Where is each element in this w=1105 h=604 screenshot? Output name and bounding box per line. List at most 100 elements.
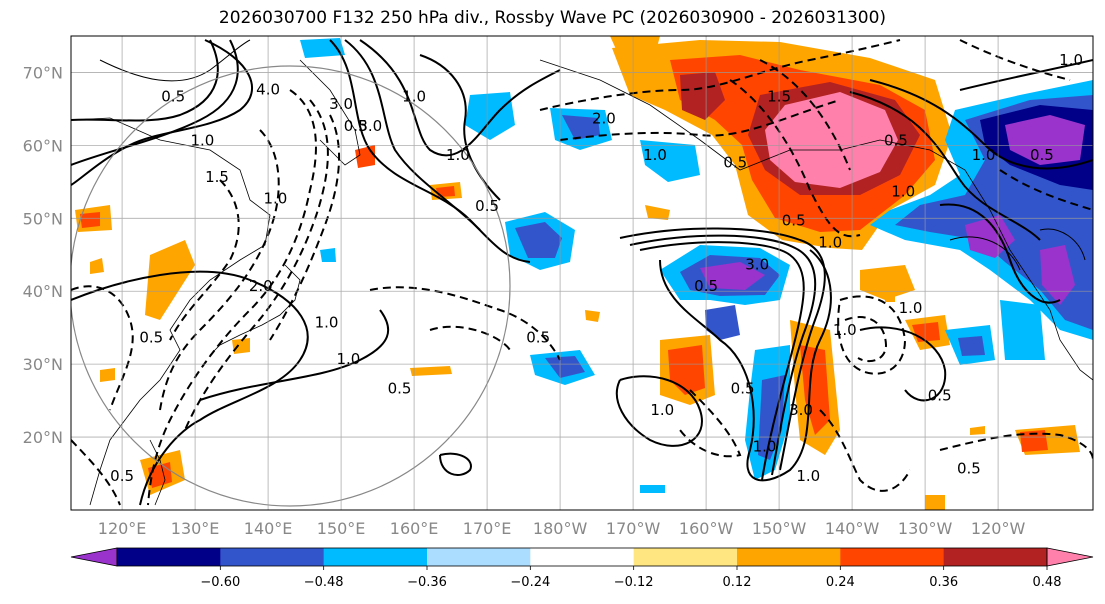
colorbar-segment [633,548,738,566]
contour-solid [344,39,481,231]
contour-solid [615,375,703,447]
contour-label: 1.0 [650,401,674,419]
colorbar-tick-label: −0.24 [510,575,550,590]
contour-label: 1.0 [336,350,360,368]
contour-dashed [159,129,280,411]
shade-negative-east-small-core [958,336,985,356]
contour-dashed [729,79,861,238]
longitude-labels: 120°E 130°E 140°E 150°E 160°E 170°E 180°W 170°W… [98,519,1026,538]
shade-positive-tiny-3 [232,338,250,354]
contour-solid [71,39,239,166]
colorbar-tick-label: 0.12 [723,575,752,590]
lon-tick-label: 140°E [244,519,293,538]
contour-dashed [269,114,340,341]
colorbar-segment [117,548,221,566]
contour-label: 0.5 [957,460,981,478]
contour-label: 1.5 [205,168,229,186]
contour-solid [71,39,219,122]
shade-positive-south-core [668,345,705,395]
contour-label: 1.0 [263,190,287,208]
contour-dashed [679,389,742,458]
lon-tick-label: 170°E [463,519,512,538]
contour-label: 0.5 [928,387,952,405]
shade-negative-bering-core [562,115,600,140]
map-content: 3.01.03.0 2.00.50.53.03.01.01.01.01.01.01… [71,36,1093,510]
contour-label: 1.0 [891,182,915,200]
lon-tick-label: 160°W [679,519,734,538]
contour-label: 0.5 [110,467,134,485]
contour-solid [939,203,1061,304]
colorbar-segment [943,548,1048,566]
lon-tick-label: 150°W [752,519,807,538]
contour-dashed [819,409,911,492]
contour-label: 1.0 [818,233,842,251]
shade-negative-aleutian [640,140,700,182]
contour-label: 0.5 [388,379,412,397]
shade-positive-tiny-1 [100,368,115,382]
shade-positive-se-core [1020,430,1048,452]
colorbar-tick-label: −0.48 [304,575,344,590]
contour-label: 1.0 [190,131,214,149]
shade-negative-subtropic-core [545,356,585,378]
colorbar-segment [737,548,841,566]
contour-label: 0.5 [1030,146,1054,164]
shade-negative-right-south [1000,300,1045,360]
contour-label: 1.0 [643,146,667,164]
shade-positive-north-left-core [436,186,455,197]
shade-negative-right-core [1005,115,1085,165]
lat-tick-label: 20°N [23,428,63,447]
contour-label: 4.0 [256,80,280,98]
contour-thin [949,236,1021,271]
contour-label: 0.5 [139,328,163,346]
contour-label: 3.0 [329,95,353,113]
colorbar-frame [116,547,1048,567]
lon-tick-label: 120°W [971,519,1026,538]
map-frame [70,35,1094,511]
contour-label: 1.0 [315,314,339,332]
shade-negative-kamchatka [300,38,345,58]
contour-solid [859,326,947,402]
contour-label: 0.5 [731,379,755,397]
colorbar-tick-label: −0.60 [200,575,240,590]
lon-tick-label: 160°E [390,519,439,538]
shade-negative-west-cell [705,305,740,340]
contour-solid [329,39,531,263]
contour-thin [1039,228,1086,261]
lat-tick-label: 40°N [23,282,63,301]
contour-dashed [539,39,901,111]
shade-negative-tiny-1 [640,485,665,493]
contour-solid [959,59,1093,91]
lon-tick-label: 140°W [825,519,880,538]
contour-label: 1.0 [796,467,820,485]
shade-positive-tiny-2 [90,258,104,274]
contour-label: 1.0 [972,146,996,164]
colorbar-segment [220,548,325,566]
contour-label: 1.0 [1059,51,1083,69]
colorbar-tick-label: 0.48 [1033,575,1062,590]
colorbar-tick-label: −0.36 [407,575,447,590]
colorbar-tick-label: 0.24 [826,575,855,590]
contour-solid [359,39,561,157]
contour-dashed [184,99,329,431]
contour-dashed [559,99,841,141]
shade-positive-tiny-4 [970,426,985,435]
lon-tick-label: 120°E [98,519,147,538]
colorbar-segment [530,548,635,566]
shade-positive-china-west-core [80,212,100,228]
lat-tick-label: 30°N [23,355,63,374]
colorbar-tick-label: 0.36 [929,575,958,590]
contour-label: 1.0 [446,146,470,164]
shade-positive-small-ne [585,310,600,322]
contour-solid [71,270,309,506]
contour-solid [639,241,805,481]
contour-dashed [844,316,888,363]
contour-labels: 3.01.03.0 2.00.50.53.03.01.01.01.01.01.01… [110,51,1083,485]
lat-tick-label: 70°N [23,63,63,82]
contour-label: 1.0 [899,299,923,317]
region-circle [71,65,511,507]
gridlines [71,36,1093,510]
coast-asia [71,117,271,506]
contour-label: 1.0 [833,321,857,339]
lon-tick-label: 130°W [898,519,953,538]
contour-label: 0.5 [782,212,806,230]
